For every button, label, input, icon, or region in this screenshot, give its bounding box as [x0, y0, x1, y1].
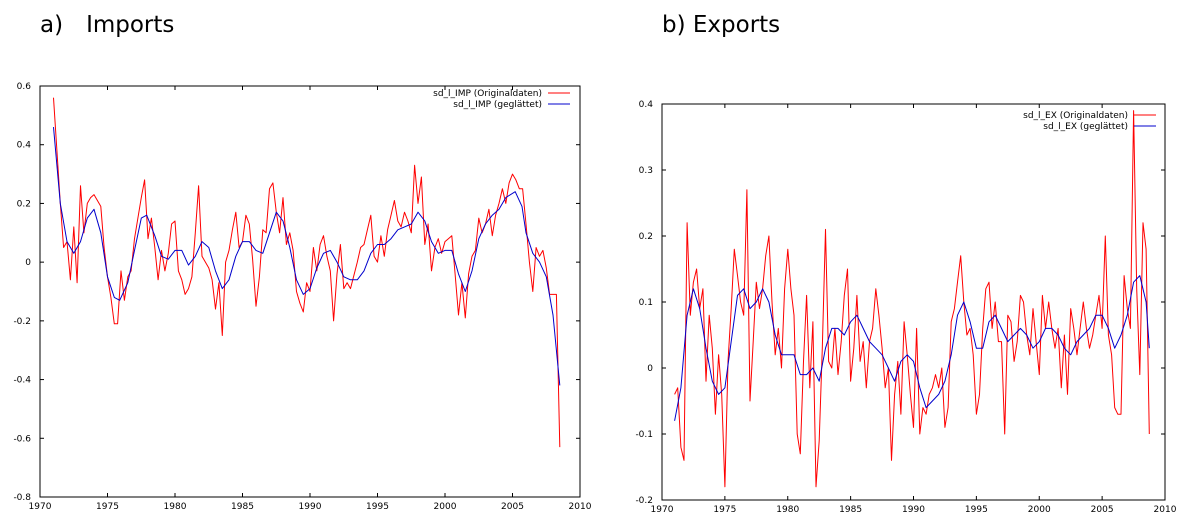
- exports-y-tick-label: 0.3: [639, 166, 653, 176]
- exports-y-tick-label: 0.2: [639, 232, 653, 242]
- imports-x-tick-label: 1990: [299, 502, 322, 512]
- imports-x-tick-label: 2005: [501, 502, 524, 512]
- imports-series-line-original: [53, 97, 561, 448]
- imports-x-tick-label: 2000: [434, 502, 457, 512]
- exports-y-tick-label: 0.1: [639, 298, 653, 308]
- imports-y-tick-label: 0: [25, 258, 31, 268]
- exports-x-tick-label: 1970: [651, 505, 674, 515]
- imports-y-tick-label: -0.8: [13, 493, 31, 503]
- exports-x-tick-label: 1995: [965, 505, 988, 515]
- imports-y-tick-label: 0.4: [17, 141, 32, 151]
- panel-title-exports: b) Exports: [662, 12, 781, 38]
- imports-x-tick-label: 1980: [164, 502, 187, 512]
- imports-x-tick-label: 1970: [29, 502, 52, 512]
- imports-y-tick-label: 0.6: [17, 82, 32, 92]
- exports-y-tick-label: -0.1: [635, 430, 653, 440]
- exports-x-tick-label: 1985: [839, 505, 862, 515]
- imports-y-tick-label: -0.4: [13, 376, 31, 386]
- imports-y-tick-label: -0.6: [13, 434, 31, 444]
- imports-x-tick-label: 2010: [569, 502, 592, 512]
- exports-x-tick-label: 1990: [902, 505, 925, 515]
- imports-y-tick-label: 0.2: [17, 199, 31, 209]
- exports-legend-label: sd_l_EX (geglättet): [1043, 122, 1128, 132]
- exports-legend-label: sd_l_EX (Originaldaten): [1023, 111, 1128, 121]
- exports-plot-frame: [661, 103, 1166, 501]
- imports-legend-label: sd_l_IMP (Originaldaten): [433, 89, 542, 99]
- exports-y-tick-label: 0: [647, 364, 653, 374]
- exports-series-line-smoothed: [674, 275, 1150, 421]
- exports-x-tick-label: 2000: [1028, 505, 1051, 515]
- exports-x-tick-label: 1980: [776, 505, 799, 515]
- exports-y-tick-label: -0.2: [635, 496, 653, 506]
- imports-x-tick-label: 1985: [231, 502, 254, 512]
- imports-y-tick-label: -0.2: [13, 317, 31, 327]
- panel-title-imports: a) Imports: [40, 12, 175, 38]
- imports-series-line-smoothed: [53, 127, 561, 386]
- exports-x-tick-label: 2005: [1091, 505, 1114, 515]
- exports-x-tick-label: 1975: [713, 505, 736, 515]
- imports-x-tick-label: 1975: [96, 502, 119, 512]
- imports-legend-label: sd_l_IMP (geglättet): [453, 100, 542, 110]
- exports-x-tick-label: 2010: [1154, 505, 1177, 515]
- exports-series-line-original: [674, 110, 1150, 488]
- exports-y-tick-label: 0.4: [639, 100, 654, 110]
- imports-x-tick-label: 1995: [366, 502, 389, 512]
